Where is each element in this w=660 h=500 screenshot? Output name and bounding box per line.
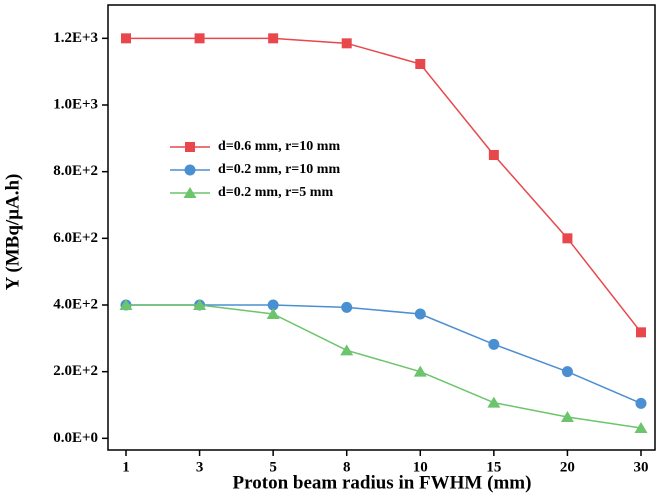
data-point [487, 396, 501, 408]
data-point [413, 365, 427, 377]
data-point [340, 344, 354, 356]
data-point [266, 308, 280, 319]
x-tick-label: 8 [343, 459, 351, 475]
y-axis-title: Y (MBq/μA.h) [2, 174, 23, 291]
data-point [267, 299, 279, 311]
y-tick-label: 1.0E+3 [53, 96, 98, 112]
data-point [415, 59, 426, 69]
y-tick-label: 8.0E+2 [53, 163, 98, 179]
data-point [635, 397, 647, 409]
plot-frame [107, 4, 656, 451]
legend-marker [184, 164, 196, 176]
x-tick-label: 5 [269, 459, 277, 475]
series-line [126, 304, 642, 405]
legend-label: d=0.6 mm, r=10 mm [218, 139, 340, 154]
x-tick-label: 3 [196, 459, 204, 475]
series-line [126, 37, 642, 333]
data-point [636, 327, 646, 338]
x-tick-label: 15 [486, 459, 501, 475]
data-point [193, 299, 207, 310]
series-line [126, 304, 642, 429]
x-tick-label: 10 [413, 459, 428, 475]
data-point [488, 338, 500, 350]
x-tick-label: 1 [122, 459, 130, 475]
data-point [341, 38, 352, 49]
y-tick-label: 4.0E+2 [53, 296, 98, 312]
y-tick-label: 1.2E+3 [53, 30, 98, 46]
data-point [562, 233, 573, 244]
data-point [194, 33, 205, 44]
data-point [414, 308, 426, 320]
data-point [121, 33, 131, 44]
legend-label: d=0.2 mm, r=5 mm [218, 185, 333, 200]
legend-marker [183, 187, 197, 198]
data-point [119, 299, 133, 310]
x-tick-label: 30 [634, 459, 649, 475]
legend-label: d=0.2 mm, r=10 mm [218, 162, 340, 177]
data-point [488, 150, 499, 160]
legend-marker [185, 142, 195, 152]
x-axis-title: Proton beam radius in FWHM (mm) [233, 472, 532, 493]
y-tick-label: 0.0E+0 [53, 430, 98, 446]
data-point [561, 366, 573, 378]
y-tick-label: 6.0E+2 [53, 230, 98, 246]
x-tick-label: 20 [560, 459, 575, 475]
data-point [560, 411, 574, 422]
data-point [341, 301, 353, 313]
data-point [268, 33, 279, 44]
data-point [634, 422, 648, 433]
y-tick-label: 2.0E+2 [53, 363, 98, 379]
